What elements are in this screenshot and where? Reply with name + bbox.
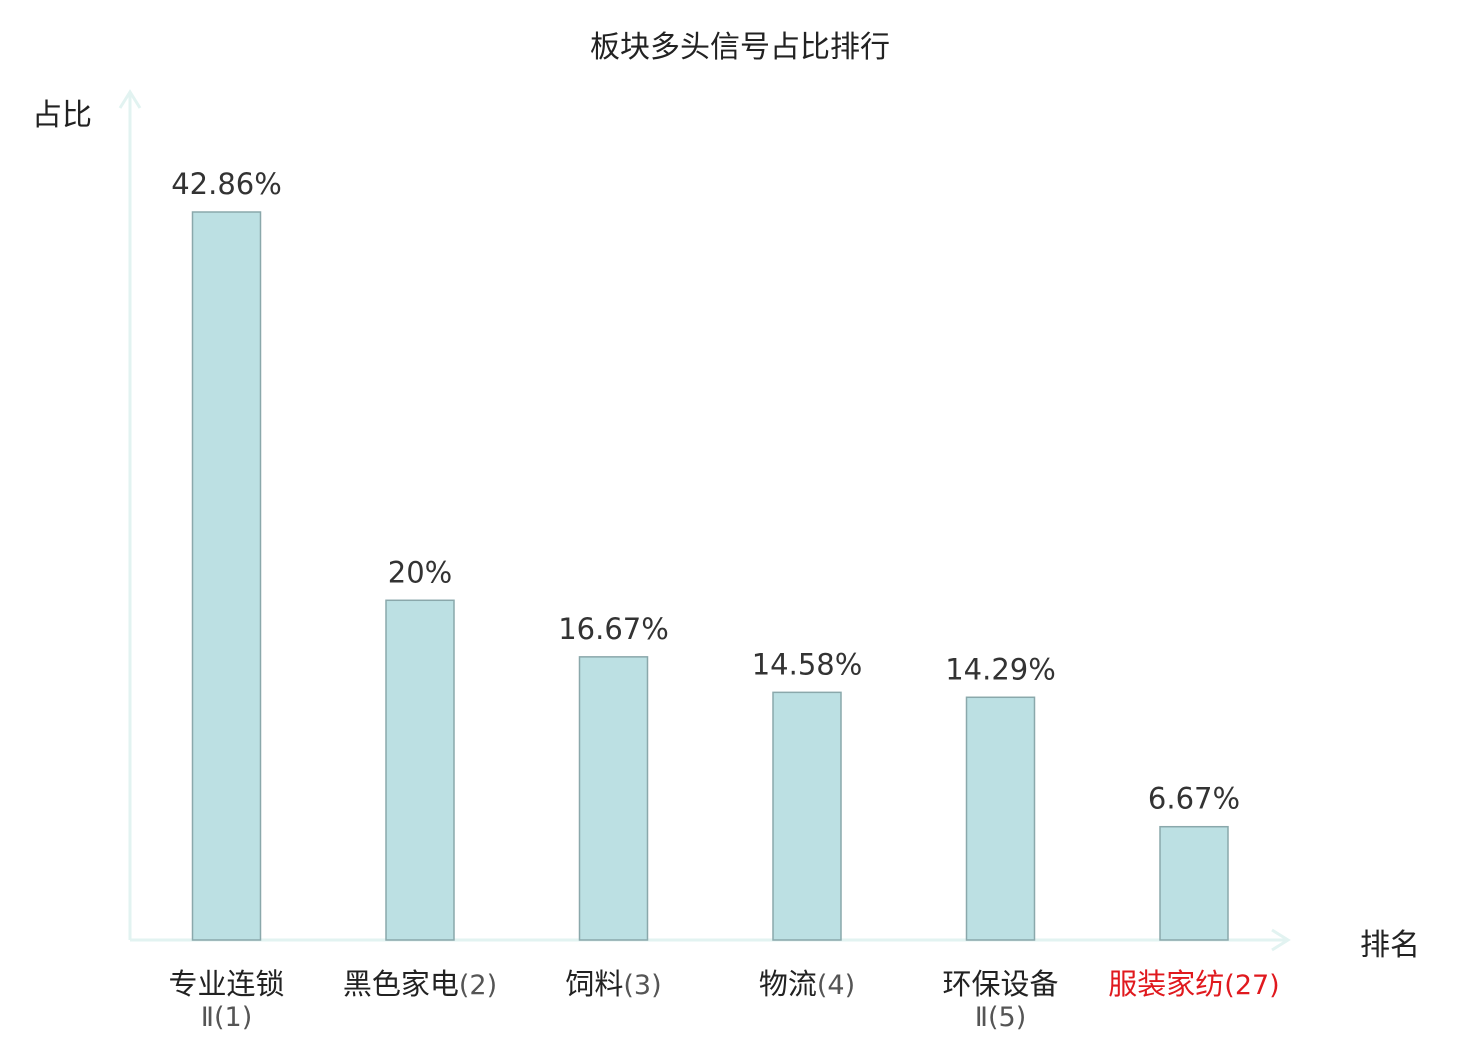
bar-3 (578, 656, 649, 941)
category-label-1: 专业连锁 (168, 967, 284, 1001)
category-rank-1: Ⅱ(1) (201, 1002, 253, 1033)
category-rank-6: (27) (1224, 970, 1279, 1001)
value-label-4: 14.58% (752, 647, 863, 681)
category-rank-2: (2) (459, 970, 497, 1001)
category-label-4: 物流(4) (759, 967, 855, 1001)
x-axis-arrow (1271, 928, 1291, 952)
category-name-3: 饲料 (565, 967, 623, 1001)
y-axis-label: 占比 (32, 98, 92, 133)
value-label-6: 6.67% (1148, 782, 1240, 816)
bar-6 (1159, 825, 1229, 941)
category-rank-4: (4) (817, 970, 855, 1001)
bars (191, 211, 1229, 941)
category-label-6: 服装家纺(27) (1108, 967, 1279, 1001)
value-label-3: 16.67% (558, 612, 669, 646)
category-name-4: 物流 (759, 967, 817, 1001)
bar-1 (191, 211, 262, 941)
y-axis-arrow (118, 89, 142, 109)
category-rank-5: Ⅱ(5) (975, 1002, 1027, 1033)
category-rank-3: (3) (623, 970, 661, 1001)
bar-4 (772, 691, 842, 941)
value-label-5: 14.29% (945, 652, 1056, 686)
x-axis-label: 排名 (1360, 928, 1420, 963)
value-label-1: 42.86% (171, 167, 282, 201)
value-label-2: 20% (388, 555, 452, 589)
bar-5 (965, 696, 1036, 941)
category-label-2: 黑色家电(2) (343, 967, 497, 1001)
axes (118, 89, 1291, 952)
category-label-3: 饲料(3) (565, 967, 661, 1001)
category-name-2: 黑色家电 (343, 967, 459, 1001)
chart-title: 板块多头信号占比排行 (590, 30, 890, 65)
category-name-6: 服装家纺 (1108, 967, 1224, 1001)
bar-2 (385, 599, 455, 941)
category-label-5: 环保设备 (942, 967, 1058, 1001)
